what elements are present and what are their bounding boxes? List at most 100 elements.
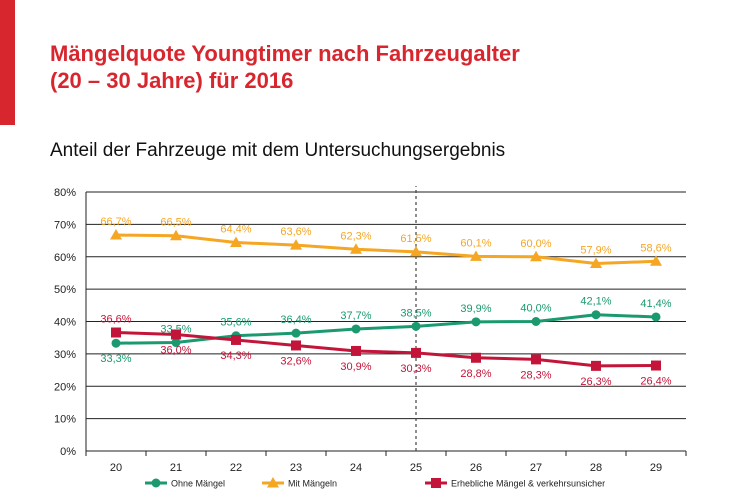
y-tick-label: 70% (54, 219, 76, 231)
series-0: 33,3%33,5%35,6%36,4%37,7%38,5%39,9%40,0%… (100, 296, 671, 365)
x-tick-label: 28 (590, 462, 602, 474)
data-point (170, 229, 182, 241)
series-line (115, 331, 657, 368)
data-point (470, 250, 482, 261)
data-label: 57,9% (580, 245, 611, 257)
title-line-2: (20 – 30 Jahre) für 2016 (50, 68, 294, 93)
series-line (115, 233, 657, 266)
y-tick-label: 60% (54, 252, 76, 264)
data-point (351, 345, 361, 356)
chart-subtitle: Anteil der Fahrzeuge mit dem Untersuchun… (50, 140, 506, 161)
data-point (411, 347, 421, 358)
data-point (350, 243, 362, 254)
legend-item: Mit Mängeln (262, 477, 337, 489)
x-tick-label: 21 (170, 462, 182, 474)
data-point (411, 321, 421, 331)
series-1: 66,7% 66,5% 64,4% 63,6% 62,3% 61,5% 60,1% 60,0%… (100, 216, 672, 269)
data-point (651, 360, 661, 371)
x-tick-label: 20 (110, 462, 122, 474)
data-label: 39,9% (460, 303, 491, 315)
data-point (410, 245, 422, 257)
legend: Ohne Mängel Mit Mängeln Erhebliche Mängel … (145, 477, 605, 489)
y-tick-label: 40% (54, 317, 76, 329)
data-label: 41,4% (640, 298, 671, 310)
data-label: 38,5% (400, 307, 431, 319)
data-label: 61,5% (400, 233, 431, 245)
data-label: 66,7% (100, 216, 131, 228)
y-tick-label: 0% (60, 446, 76, 458)
data-point (591, 360, 601, 371)
data-label: 28,8% (460, 368, 491, 380)
x-tick-label: 27 (530, 462, 542, 474)
data-point (111, 338, 121, 348)
data-point (590, 257, 602, 269)
legend-swatch-marker (267, 477, 279, 488)
data-label: 60,1% (460, 237, 491, 249)
data-point (531, 354, 541, 365)
data-label: 33,3% (100, 353, 131, 365)
data-label: 63,6% (280, 226, 311, 238)
data-label: 40,0% (520, 303, 551, 315)
data-point (650, 255, 662, 266)
data-point (110, 229, 122, 240)
data-label: 30,9% (340, 361, 371, 373)
data-label: 34,3% (220, 350, 251, 362)
data-point (471, 352, 481, 363)
data-point (290, 239, 302, 250)
x-tick-label: 22 (230, 462, 242, 474)
series-area: 33,3%33,5%35,6%36,4%37,7%38,5%39,9%40,0%… (100, 216, 671, 388)
series-line (115, 313, 657, 345)
data-label: 32,6% (280, 355, 311, 367)
x-tick-label: 25 (410, 462, 422, 474)
y-tick-label: 20% (54, 381, 76, 393)
data-point (230, 236, 242, 248)
data-label: 36,6% (100, 314, 131, 326)
legend-item: Erhebliche Mängel & verkehrsunsicher (425, 478, 605, 489)
data-label: 30,3% (400, 363, 431, 375)
data-label: 64,4% (220, 224, 251, 236)
data-point (171, 329, 181, 340)
data-point (471, 317, 481, 327)
data-point (351, 324, 361, 334)
data-label: 28,3% (520, 369, 551, 381)
data-label: 62,3% (340, 230, 371, 242)
data-label: 42,1% (580, 296, 611, 308)
data-point (171, 338, 181, 348)
data-label: 36,0% (160, 344, 191, 356)
data-label: 26,3% (580, 376, 611, 388)
y-tick-label: 10% (54, 414, 76, 426)
y-tick-label: 50% (54, 284, 76, 296)
legend-swatch-marker (151, 478, 161, 488)
legend-label: Mit Mängeln (288, 479, 337, 489)
data-label: 35,6% (220, 317, 251, 329)
grid (86, 186, 686, 452)
data-label: 58,6% (640, 242, 671, 254)
data-point (111, 327, 121, 338)
data-point (231, 334, 241, 345)
data-point (291, 328, 301, 338)
title-line-1: Mängelquote Youngtimer nach Fahrzeugalte… (50, 41, 520, 66)
legend-label: Ohne Mängel (171, 479, 225, 489)
data-label: 66,5% (160, 217, 191, 229)
x-tick-label: 26 (470, 462, 482, 474)
legend-item: Ohne Mängel (145, 478, 225, 489)
x-tick-label: 23 (290, 462, 302, 474)
data-label: 36,4% (280, 314, 311, 326)
data-point (291, 340, 301, 351)
y-tick-label: 80% (54, 187, 76, 199)
y-tick-label: 30% (54, 349, 76, 361)
data-point (651, 312, 661, 322)
legend-swatch-marker (431, 478, 441, 488)
data-point (531, 317, 541, 326)
data-label: 37,7% (340, 310, 371, 322)
axes: 0% 10% 20% 30% 40% 50% 60% 70% 80% 20 21 22 23 24 25 26… (54, 187, 687, 474)
x-tick-label: 24 (350, 462, 362, 474)
data-point (591, 310, 601, 320)
legend-label: Erhebliche Mängel & verkehrsunsicher (451, 479, 605, 489)
x-tick-label: 29 (650, 462, 662, 474)
series-2: 36,6% 36,0% 34,3% 32,6% 30,9% 30,3% 28,8% 28,3%… (100, 314, 671, 388)
data-label: 26,4% (640, 376, 671, 388)
data-point (530, 250, 542, 262)
accent-bar (0, 0, 15, 125)
